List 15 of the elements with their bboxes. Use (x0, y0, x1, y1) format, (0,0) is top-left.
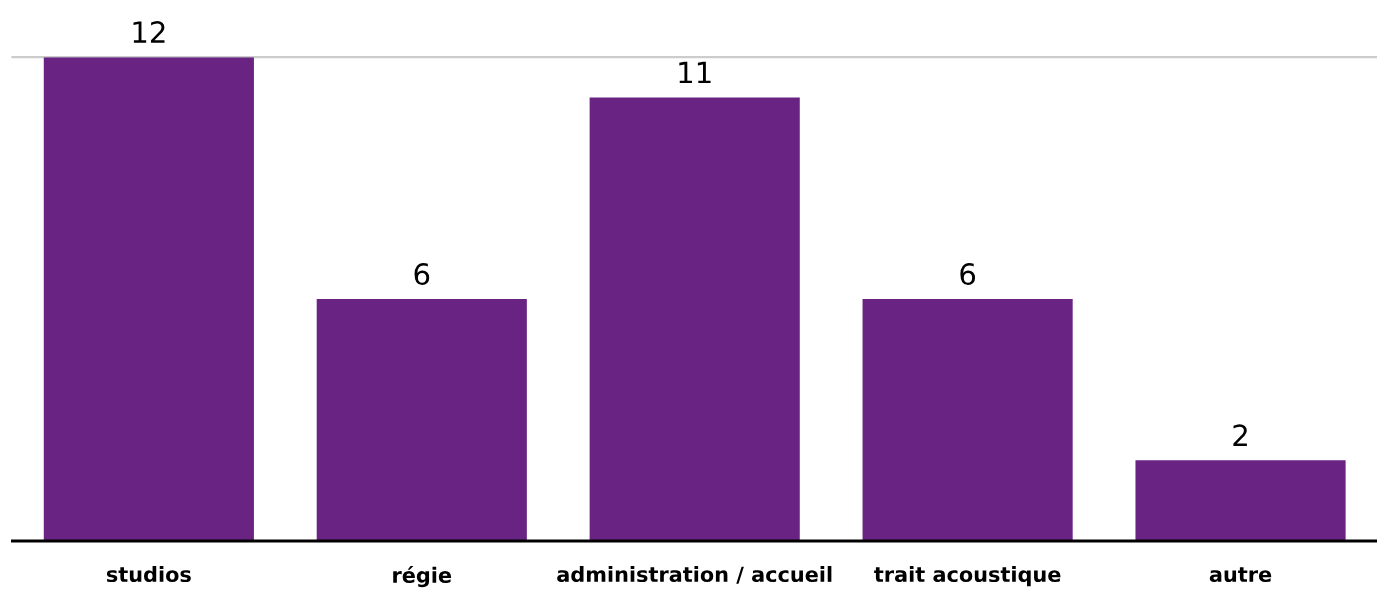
x-tick-label: autre (1209, 567, 1272, 583)
bar (43, 57, 254, 541)
x-tick-label: régie (393, 566, 452, 588)
data-label: 11 (679, 61, 711, 84)
x-tick-label: trait acoustique (874, 566, 1061, 587)
bar (862, 299, 1073, 541)
bar (1135, 460, 1346, 541)
x-tick-label: studios (106, 566, 191, 583)
data-label: 12 (133, 21, 165, 43)
bar (589, 97, 800, 541)
data-label: 6 (414, 263, 430, 286)
data-label: 2 (1233, 424, 1247, 446)
data-label: 6 (960, 263, 976, 286)
bar (316, 299, 527, 541)
x-tick-label: administration / accueil (557, 566, 832, 584)
